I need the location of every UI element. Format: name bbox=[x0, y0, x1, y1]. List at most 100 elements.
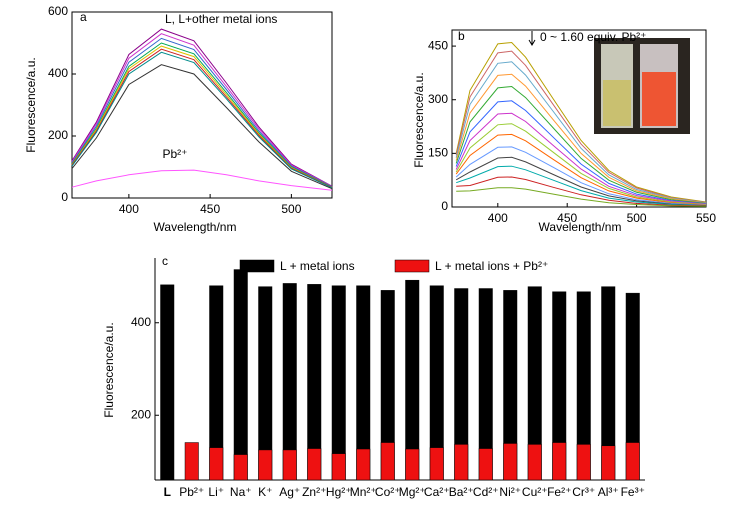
bar bbox=[576, 444, 591, 481]
bar bbox=[331, 453, 346, 481]
y-tick-label: 200 bbox=[131, 407, 151, 421]
bar bbox=[625, 442, 640, 481]
spectrum-line bbox=[456, 176, 707, 207]
panel-label: a bbox=[80, 10, 87, 24]
x-tick-label: Fe²⁺ bbox=[547, 485, 571, 499]
x-tick-label: 550 bbox=[696, 211, 716, 225]
plot-frame bbox=[71, 11, 333, 199]
spectrum-line bbox=[455, 146, 707, 206]
annotation: Pb²⁺ bbox=[162, 147, 187, 161]
y-tick-label: 600 bbox=[48, 4, 68, 18]
bar bbox=[160, 284, 175, 481]
y-tick-label: 400 bbox=[48, 66, 68, 80]
legend-label: L + metal ions bbox=[280, 259, 355, 273]
spectrum-line bbox=[71, 37, 333, 188]
y-axis-label: Fluorescence/a.u. bbox=[24, 57, 38, 152]
spectrum-line bbox=[71, 169, 333, 191]
bar bbox=[601, 445, 616, 481]
bar bbox=[184, 442, 199, 481]
x-tick-label: Cu²⁺ bbox=[522, 485, 548, 499]
spectrum-line bbox=[456, 187, 707, 207]
y-axis-label: Fluorescence/a.u. bbox=[102, 322, 116, 417]
bar bbox=[527, 444, 542, 481]
annotation: L, L+other metal ions bbox=[165, 12, 277, 26]
y-tick-label: 300 bbox=[428, 92, 448, 106]
bar bbox=[233, 454, 248, 481]
x-tick-label: 500 bbox=[627, 211, 647, 225]
spectrum-line bbox=[71, 28, 333, 187]
spectrum-line bbox=[455, 61, 707, 204]
x-tick-label: 500 bbox=[281, 202, 301, 216]
y-tick-label: 400 bbox=[131, 315, 151, 329]
bar bbox=[307, 448, 322, 481]
x-tick-label: Hg²⁺ bbox=[326, 485, 352, 499]
y-tick-label: 450 bbox=[428, 38, 448, 52]
spectrum-line bbox=[455, 100, 707, 205]
bar bbox=[429, 447, 444, 481]
spectrum-line bbox=[455, 123, 707, 205]
spectrum-line bbox=[455, 73, 707, 204]
arrow bbox=[528, 31, 536, 46]
x-tick-label: 450 bbox=[200, 202, 220, 216]
bar bbox=[503, 443, 518, 481]
legend-swatch bbox=[394, 259, 430, 273]
bar bbox=[356, 448, 371, 481]
y-axis-label: Fluorescence/a.u. bbox=[412, 72, 426, 167]
x-tick-label: Fe³⁺ bbox=[621, 485, 645, 499]
y-tick-label: 0 bbox=[61, 190, 68, 204]
bar bbox=[331, 285, 346, 481]
x-tick-label: Li⁺ bbox=[208, 485, 224, 499]
x-tick-label: 450 bbox=[557, 211, 577, 225]
x-tick-label: Cr³⁺ bbox=[572, 485, 595, 499]
x-tick-label: Ba²⁺ bbox=[449, 485, 474, 499]
legend-swatch bbox=[239, 259, 275, 273]
spectrum-line bbox=[455, 156, 707, 207]
spectrum-line bbox=[455, 112, 707, 205]
spectrum-line bbox=[455, 41, 707, 203]
x-tick-label: Pb²⁺ bbox=[179, 485, 204, 499]
x-tick-label: Al³⁺ bbox=[598, 485, 619, 499]
x-tick-label: L bbox=[164, 485, 171, 499]
bar bbox=[282, 449, 297, 481]
bar bbox=[478, 448, 493, 481]
x-tick-label: Mg²⁺ bbox=[399, 485, 426, 499]
spectrum-line bbox=[455, 133, 707, 206]
annotation: 0 ~ 1.60 equiv. Pb²⁺ bbox=[540, 30, 647, 44]
x-tick-label: 400 bbox=[119, 202, 139, 216]
bar bbox=[552, 442, 567, 481]
panel-label: b bbox=[458, 29, 465, 43]
y-tick-label: 150 bbox=[428, 146, 448, 160]
x-tick-label: Co²⁺ bbox=[375, 485, 401, 499]
y-tick-label: 200 bbox=[48, 128, 68, 142]
vial-photo bbox=[594, 38, 690, 134]
x-axis-label: Wavelength/nm bbox=[154, 220, 237, 234]
bar bbox=[380, 442, 395, 481]
spectrum-line bbox=[455, 85, 707, 204]
spectrum-line bbox=[71, 48, 333, 188]
spectrum-line bbox=[455, 50, 707, 203]
x-tick-label: Ni²⁺ bbox=[499, 485, 521, 499]
x-tick-label: Cd²⁺ bbox=[473, 485, 499, 499]
bar bbox=[405, 448, 420, 481]
x-tick-label: Na⁺ bbox=[230, 485, 252, 499]
bar bbox=[209, 447, 224, 481]
x-tick-label: Mn²⁺ bbox=[350, 485, 377, 499]
bar bbox=[258, 449, 273, 481]
spectrum-line bbox=[71, 64, 333, 190]
x-tick-label: K⁺ bbox=[258, 485, 272, 499]
x-tick-label: Ag⁺ bbox=[279, 485, 300, 499]
bar bbox=[454, 444, 469, 481]
x-tick-label: Ca²⁺ bbox=[424, 485, 450, 499]
x-tick-label: 400 bbox=[488, 211, 508, 225]
plot-frame bbox=[451, 29, 707, 208]
spectrum-line bbox=[71, 51, 333, 189]
bar bbox=[233, 269, 248, 481]
legend-label: L + metal ions + Pb²⁺ bbox=[435, 259, 548, 273]
spectrum-line bbox=[71, 45, 333, 188]
panel-label: c bbox=[162, 254, 168, 268]
x-axis-label: Wavelength/nm bbox=[539, 220, 622, 234]
x-tick-label: Zn²⁺ bbox=[302, 485, 326, 499]
spectrum-line bbox=[456, 165, 707, 207]
y-tick-label: 0 bbox=[441, 199, 448, 213]
